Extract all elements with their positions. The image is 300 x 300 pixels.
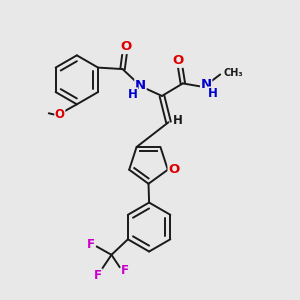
Text: H: H xyxy=(208,87,218,100)
Text: F: F xyxy=(94,269,102,282)
Text: F: F xyxy=(121,264,129,278)
Text: CH₃: CH₃ xyxy=(223,68,243,78)
Text: O: O xyxy=(173,54,184,67)
Text: O: O xyxy=(121,40,132,53)
Text: H: H xyxy=(172,114,182,127)
Text: O: O xyxy=(168,163,179,176)
Text: N: N xyxy=(201,78,212,91)
Text: N: N xyxy=(135,79,146,92)
Text: O: O xyxy=(55,108,65,121)
Text: F: F xyxy=(87,238,95,251)
Text: H: H xyxy=(128,88,138,101)
